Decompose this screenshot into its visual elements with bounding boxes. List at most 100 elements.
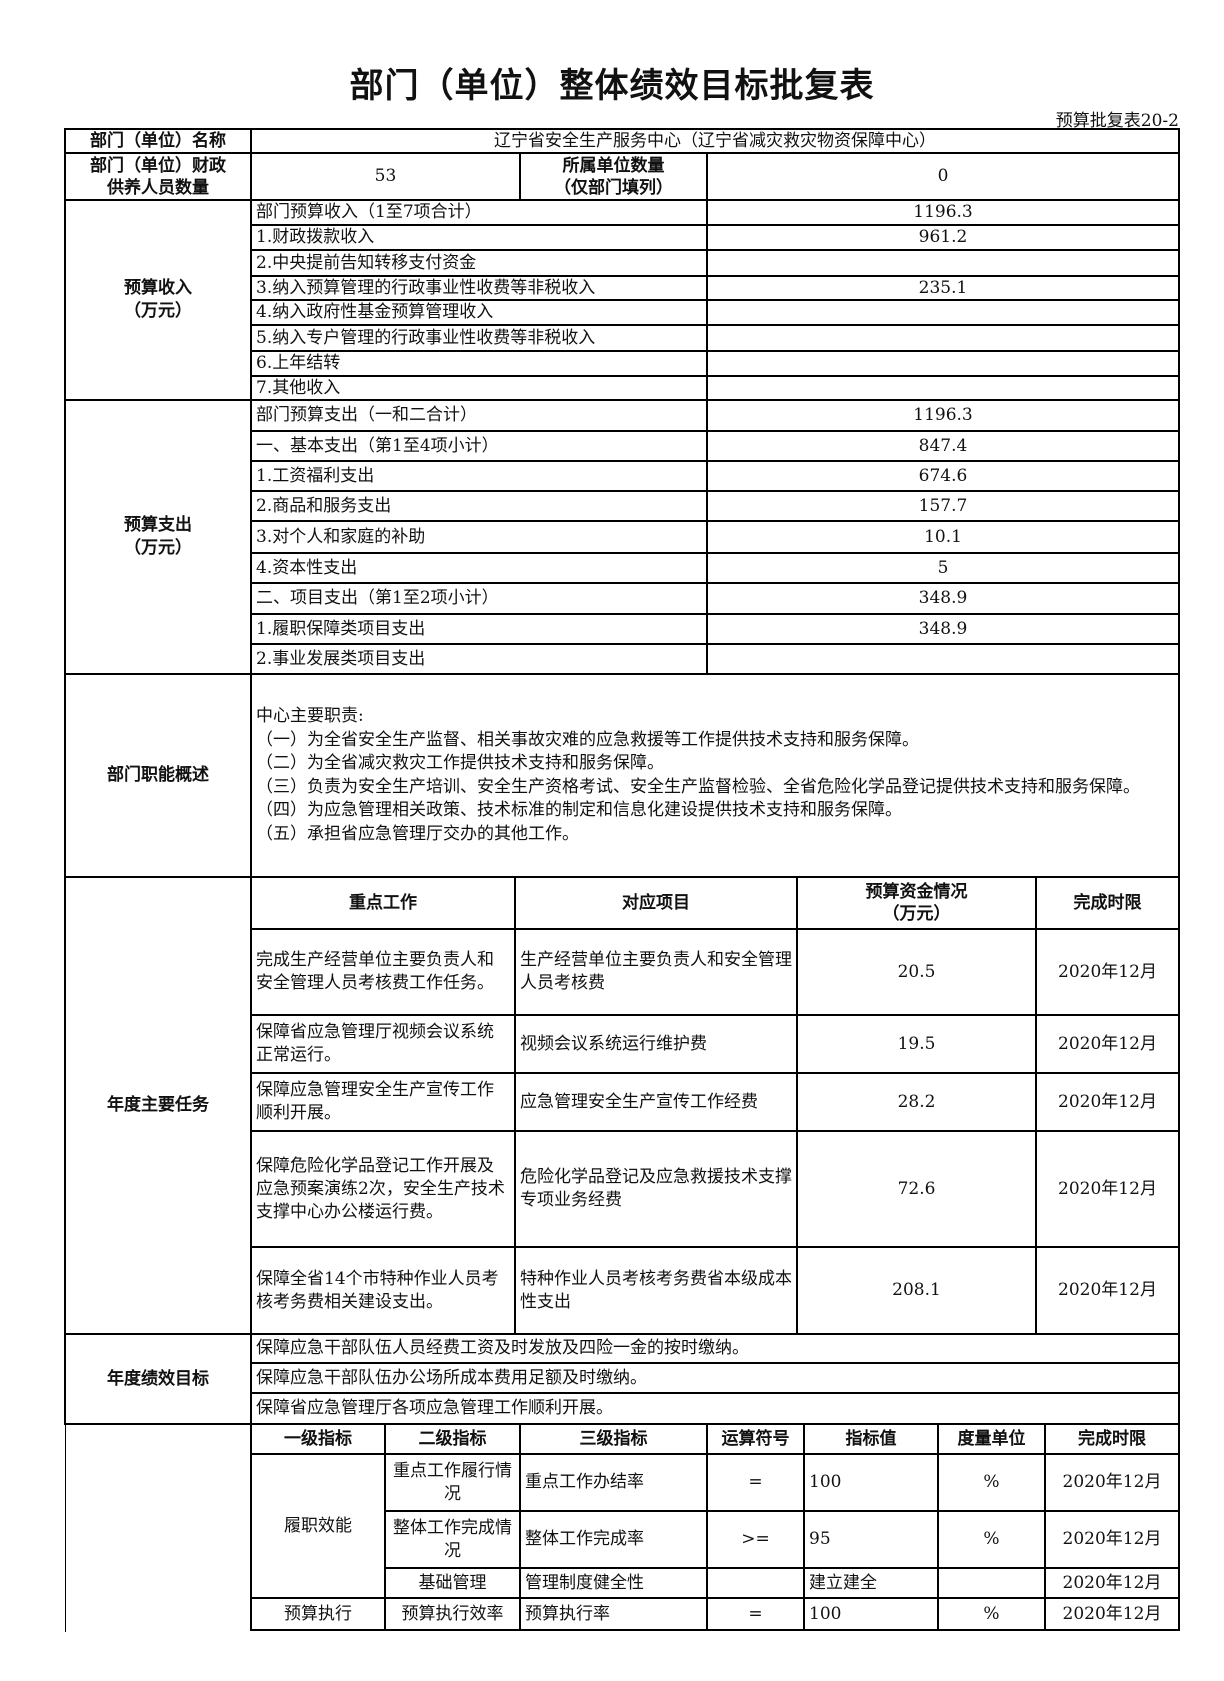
task-deadline: 2020年12月 [1036, 929, 1179, 1015]
cell-text: （万元） [124, 538, 192, 558]
cell-text: 一、基本支出（第1至4项小计） [256, 435, 499, 456]
cell-text: 2020年12月 [1058, 1091, 1157, 1112]
cell-text: 整体工作完成率 [525, 1529, 644, 1549]
cell-text: 1196.3 [913, 405, 973, 425]
cell-text: （万元） [882, 904, 951, 924]
cell-text: 重点工作 [349, 892, 417, 913]
cell-text: 运算符号 [721, 1428, 790, 1449]
cell-text: 预算资金情况 [865, 882, 968, 902]
expense-item-name: 2.商品和服务支出 [251, 491, 707, 521]
cell-text: 年度主要任务 [107, 1095, 209, 1115]
indicator-value: 100 [804, 1598, 938, 1630]
cell-text: 1.财政拨款收入 [256, 227, 375, 247]
cell-text: （万元） [124, 301, 192, 321]
subunit-count-label: 所属单位数量 （仅部门填列） [520, 153, 707, 200]
expense-item-value: 348.9 [707, 614, 1179, 644]
indicator-operator: = [707, 1598, 804, 1630]
cell-text: = [748, 1472, 763, 1492]
cell-text: 对应项目 [622, 892, 690, 913]
cell-text: 中心主要职责: [256, 706, 364, 726]
goal-item: 保障应急干部队伍办公场所成本费用足额及时缴纳。 [251, 1363, 1179, 1393]
cell-text: 指标值 [845, 1428, 897, 1449]
cell-text: （二）为全省减灾救灾工作提供技术支持和服务保障。 [256, 753, 664, 773]
income-item-value [707, 300, 1179, 325]
expense-item-name: 部门预算支出（一和二合计） [251, 400, 707, 431]
income-item-value [707, 351, 1179, 376]
cell-text: 辽宁省安全生产服务中心（辽宁省减灾救灾物资保障中心） [494, 130, 936, 151]
cell-text: 保障应急管理安全生产宣传工作顺利开展。 [256, 1080, 494, 1123]
cell-text: >= [741, 1529, 770, 1549]
cell-text: 4.资本性支出 [256, 557, 358, 578]
income-item-name: 6.上年结转 [251, 351, 707, 376]
cell-text: 部门职能概述 [107, 765, 209, 785]
form-number: 预算批复表20-2 [1055, 111, 1179, 131]
cell-text: 961.2 [918, 227, 968, 247]
task-work: 保障危险化学品登记工作开展及应急预案演练2次，安全生产技术支撑中心办公楼运行费。 [251, 1131, 515, 1247]
indicator-header: 三级指标 [520, 1424, 707, 1454]
expense-item-value: 674.6 [707, 461, 1179, 491]
expense-item-name: 1.工资福利支出 [251, 461, 707, 491]
expense-item-name: 2.事业发展类项目支出 [251, 644, 707, 674]
task-amount: 208.1 [797, 1247, 1036, 1334]
cell-text: 保障省应急管理厅视频会议系统正常运行。 [256, 1022, 494, 1065]
income-item-value: 1196.3 [707, 200, 1179, 225]
cell-text: 重点工作履行情况 [393, 1460, 512, 1504]
cell-text: 预算支出 [124, 515, 192, 535]
cell-text: 重点工作办结率 [525, 1472, 644, 1492]
task-deadline: 2020年12月 [1036, 1073, 1179, 1131]
indicator-header: 一级指标 [251, 1424, 385, 1454]
task-work: 保障省应急管理厅视频会议系统正常运行。 [251, 1015, 515, 1073]
indicator-header: 二级指标 [385, 1424, 520, 1454]
task-work: 保障应急管理安全生产宣传工作顺利开展。 [251, 1073, 515, 1131]
expense-item-value: 5 [707, 553, 1179, 583]
cell-text: 供养人员数量 [107, 177, 209, 198]
expense-item-name: 4.资本性支出 [251, 553, 707, 583]
cell-text: 保障全省14个市特种作业人员考核考务费相关建设支出。 [256, 1268, 499, 1312]
functions-text: 中心主要职责: （一）为全省安全生产监督、相关事故灾难的应急救援等工作提供技术支持… [251, 674, 1179, 877]
cell-text: 7.其他收入 [256, 377, 341, 398]
cell-text: 部门预算收入（1至7项合计） [256, 202, 482, 222]
indicator-operator: >= [707, 1511, 804, 1568]
cell-text: 2.商品和服务支出 [256, 495, 392, 516]
income-item-name: 4.纳入政府性基金预算管理收入 [251, 300, 707, 325]
income-item-name: 部门预算收入（1至7项合计） [251, 200, 707, 225]
task-deadline: 2020年12月 [1036, 1131, 1179, 1247]
income-item-value [707, 250, 1179, 276]
income-item-value [707, 325, 1179, 351]
functions-label: 部门职能概述 [65, 674, 251, 877]
task-amount: 20.5 [797, 929, 1036, 1015]
expense-item-value: 10.1 [707, 521, 1179, 553]
income-label: 预算收入 （万元） [65, 200, 251, 400]
cell-text: 年度绩效目标 [107, 1368, 209, 1389]
indicator-level2: 预算执行效率 [385, 1598, 520, 1630]
cell-text: 2020年12月 [1062, 1572, 1162, 1593]
cell-text: 预算收入 [124, 278, 192, 298]
indicator-value: 100 [804, 1454, 938, 1511]
cell-text: 10.1 [924, 526, 962, 547]
cell-text: 348.9 [918, 588, 968, 608]
cell-text: 28.2 [897, 1091, 936, 1112]
expense-item-name: 一、基本支出（第1至4项小计） [251, 431, 707, 461]
cell-text: 6.上年结转 [256, 353, 341, 373]
cell-text: % [983, 1472, 1000, 1492]
cell-text: 3.对个人和家庭的补助 [256, 526, 426, 547]
cell-text: 预算执行 [284, 1603, 352, 1624]
cell-text: 生产经营单位主要负责人和安全管理人员考核费 [520, 950, 792, 993]
indicator-level2: 基础管理 [385, 1568, 520, 1598]
cell-text: 基础管理 [418, 1572, 487, 1593]
income-item-value [707, 376, 1179, 400]
cell-text: 100 [809, 1603, 842, 1624]
page-title: 部门（单位）整体绩效目标批复表 [349, 66, 875, 106]
indicator-unit: % [938, 1598, 1045, 1630]
cell-text: 2020年12月 [1058, 961, 1157, 982]
income-item-name: 2.中央提前告知转移支付资金 [251, 250, 707, 276]
cell-text: 1.工资福利支出 [256, 465, 375, 486]
cell-text: 53 [374, 166, 397, 186]
indicator-header: 完成时限 [1045, 1424, 1179, 1454]
task-project: 生产经营单位主要负责人和安全管理人员考核费 [515, 929, 797, 1015]
expense-item-name: 1.履职保障类项目支出 [251, 614, 707, 644]
cell-text: 完成时限 [1073, 892, 1142, 913]
cell-text: 100 [809, 1472, 842, 1492]
cell-text: 1196.3 [913, 202, 973, 222]
task-amount: 28.2 [797, 1073, 1036, 1131]
